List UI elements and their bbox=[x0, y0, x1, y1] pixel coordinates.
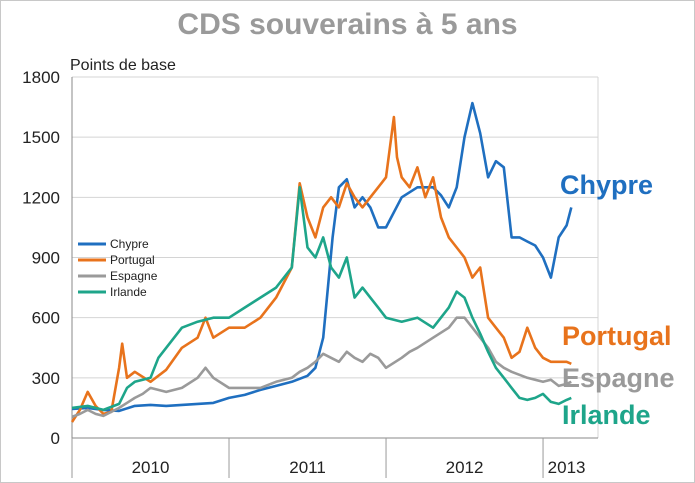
y-tick-label-1200: 1200 bbox=[22, 188, 60, 207]
end-label-portugal: Portugal bbox=[562, 321, 672, 351]
legend-label-portugal: Portugal bbox=[110, 253, 155, 267]
end-label-chypre: Chypre bbox=[560, 170, 653, 200]
series-line-irlande bbox=[71, 186, 572, 412]
x-tick-label-2013: 2013 bbox=[548, 458, 586, 477]
end-label-irlande: Irlande bbox=[562, 400, 651, 430]
y-tick-label-1800: 1800 bbox=[22, 68, 60, 87]
x-tick-label-2011: 2011 bbox=[289, 458, 326, 477]
y-tick-label-0: 0 bbox=[51, 429, 60, 448]
end-label-espagne: Espagne bbox=[562, 363, 675, 393]
legend-label-espagne: Espagne bbox=[110, 269, 158, 283]
legend-label-chypre: Chypre bbox=[110, 237, 149, 251]
series-line-espagne bbox=[71, 316, 572, 419]
chart-title: CDS souverains à 5 ans bbox=[177, 8, 518, 41]
y-tick-label-900: 900 bbox=[32, 249, 60, 268]
legend-label-irlande: Irlande bbox=[110, 285, 147, 299]
y-tick-label-300: 300 bbox=[32, 369, 60, 388]
x-tick-label-2010: 2010 bbox=[132, 458, 170, 477]
y-tick-label-1500: 1500 bbox=[22, 128, 60, 147]
y-axis-label: Points de base bbox=[70, 57, 176, 74]
x-tick-label-2012: 2012 bbox=[446, 458, 484, 477]
series-line-portugal bbox=[70, 115, 572, 423]
y-tick-label-600: 600 bbox=[32, 309, 60, 328]
